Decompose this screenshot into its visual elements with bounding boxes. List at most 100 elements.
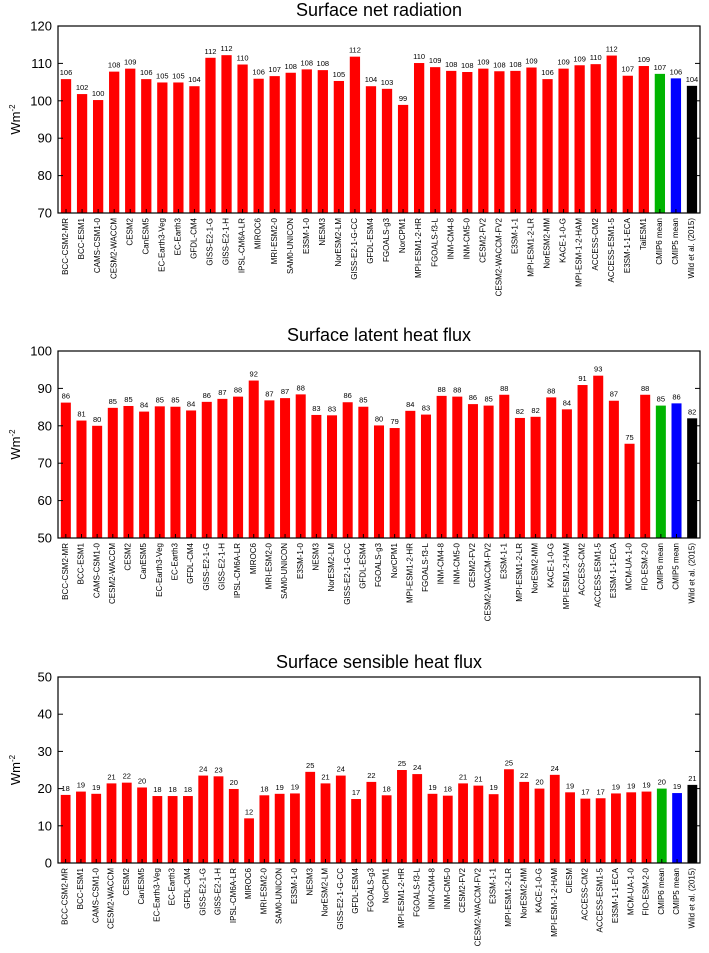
bar <box>76 791 86 863</box>
x-tick-label: GISS-E2-1-H <box>214 868 223 915</box>
data-label: 19 <box>275 783 283 792</box>
bar <box>317 70 328 213</box>
x-tick-label: E3SM-1-1-ECA <box>611 867 620 923</box>
x-tick-label: MIROC6 <box>249 542 258 574</box>
bar <box>427 793 438 863</box>
data-label: 88 <box>641 384 649 393</box>
x-tick-label: NESM3 <box>311 542 320 570</box>
data-label: 88 <box>547 386 555 395</box>
x-tick-label: GISS-E2-1-G <box>198 868 207 916</box>
bar <box>183 796 193 863</box>
x-tick-label: FGOALS-f3-L <box>430 217 439 266</box>
data-label: 19 <box>566 781 574 790</box>
data-label: 91 <box>578 374 586 383</box>
bar <box>60 794 71 863</box>
bar <box>483 405 494 538</box>
x-tick-label: NESM3 <box>318 217 327 245</box>
x-tick-label: GISS-E2-1-H <box>218 543 227 590</box>
y-tick-label: 20 <box>38 781 52 796</box>
data-label: 75 <box>625 433 633 442</box>
data-label: 18 <box>168 785 176 794</box>
bar <box>499 394 510 538</box>
y-tick-label: 50 <box>38 670 52 685</box>
bar <box>333 80 345 213</box>
bar <box>264 400 275 538</box>
bar <box>452 396 463 538</box>
plot-frame <box>57 676 701 864</box>
y-tick-label: 120 <box>30 19 52 34</box>
y-tick-label: 100 <box>30 344 52 359</box>
bar <box>274 793 285 863</box>
bar <box>687 418 698 538</box>
x-tick-label: CESM2-WACCM <box>109 218 118 279</box>
data-label: 82 <box>688 407 696 416</box>
x-tick-label: NorESM2-MM <box>531 543 540 594</box>
x-tick-label: GFDL-CM4 <box>190 217 199 258</box>
bar <box>228 788 239 863</box>
x-tick-label: MCM-UA-1-0 <box>625 542 634 590</box>
bar <box>167 796 178 863</box>
data-label: 102 <box>76 83 89 92</box>
x-tick-label: GISS-E2-1-G-CC <box>343 543 352 605</box>
x-tick-label: CESM2-FV2 <box>458 867 467 912</box>
x-tick-label: MRI-ESM2-0 <box>264 542 273 589</box>
data-label: 86 <box>203 391 211 400</box>
x-tick-label: GFDL-CM4 <box>186 542 195 583</box>
x-tick-label: MCM-UA-1-0 <box>626 867 635 915</box>
bar <box>290 793 300 863</box>
bar <box>253 78 264 213</box>
x-tick-label: GISS-E2-1-G <box>206 218 215 266</box>
x-tick-label: NorCPM1 <box>390 542 399 578</box>
data-label: 18 <box>260 784 268 793</box>
bar <box>301 69 312 213</box>
bar <box>109 71 120 213</box>
x-tick-label: MPI-ESM1-2-LR <box>504 868 513 927</box>
x-tick-label: E3SM-1-1-ECA <box>623 217 632 273</box>
data-label: 108 <box>108 61 121 70</box>
bar <box>473 785 484 863</box>
x-tick-label: INM-CM4-8 <box>446 217 455 259</box>
x-tick-label: MRI-ESM2-0 <box>259 867 268 914</box>
x-tick-label: E3SM-1-1 <box>489 867 498 904</box>
data-label: 19 <box>77 781 85 790</box>
bar <box>154 406 165 538</box>
bar <box>305 771 316 863</box>
x-tick-label: NorESM2-LM <box>321 868 330 917</box>
data-label: 86 <box>344 391 352 400</box>
bar <box>259 795 270 863</box>
data-label: 17 <box>352 788 360 797</box>
y-axis-label: Wm-2 <box>8 429 23 460</box>
data-label: 86 <box>469 393 477 402</box>
data-label: 18 <box>61 784 69 793</box>
data-label: 20 <box>535 778 543 787</box>
data-label: 22 <box>123 772 131 781</box>
x-tick-label: CESM2-WACCM <box>108 543 117 604</box>
data-label: 108 <box>317 59 330 68</box>
data-label: 106 <box>541 68 554 77</box>
data-label: 105 <box>172 71 185 80</box>
bar <box>519 781 530 863</box>
bar <box>201 401 212 538</box>
y-axis-label-exponent: -2 <box>8 429 17 437</box>
bar <box>546 397 557 538</box>
chart-title: Surface latent heat flux <box>287 325 471 345</box>
bar <box>244 818 254 863</box>
x-tick-label: MPI-ESM-1-2-HAM <box>575 218 584 287</box>
data-label: 109 <box>477 58 490 67</box>
data-label: 88 <box>500 384 508 393</box>
y-tick-label: 50 <box>38 531 52 546</box>
bar <box>590 64 601 214</box>
chart-3: Surface sensible heat flux 18 BCC-CSM2-MR 1… <box>8 652 701 946</box>
bar <box>510 70 521 213</box>
data-label: 19 <box>489 783 497 792</box>
x-tick-label: CESM2 <box>124 542 133 570</box>
bar <box>561 409 572 538</box>
x-tick-label: GISS-E2-1-H <box>222 218 231 265</box>
bar <box>186 410 197 538</box>
x-tick-label: Wild et al. (2015) <box>687 218 696 279</box>
data-label: 85 <box>359 396 367 405</box>
data-label: 110 <box>413 52 425 61</box>
data-label: 109 <box>557 58 570 67</box>
bar <box>397 770 407 863</box>
